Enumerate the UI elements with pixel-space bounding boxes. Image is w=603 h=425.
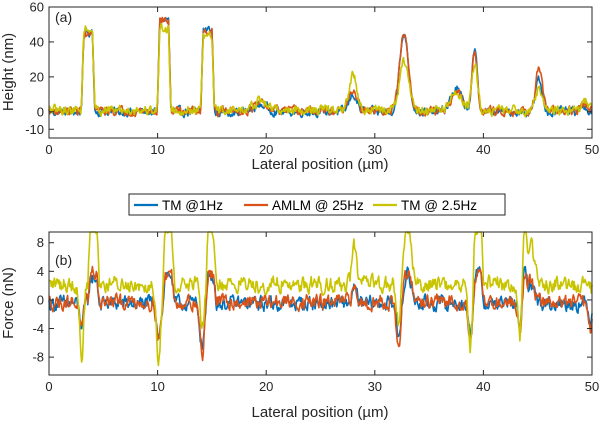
y-tick-label: -8: [32, 350, 44, 365]
legend: TM @1Hz AMLM @ 25Hz TM @ 2.5Hz: [128, 193, 506, 216]
height-axes-box: [48, 6, 593, 139]
x-tick-label: 40: [476, 379, 490, 394]
force-y-axis-label: Force (nN): [0, 267, 17, 339]
legend-label-tm-1hz: TM @1Hz: [162, 198, 223, 213]
force-panel-label: (b): [55, 252, 72, 268]
force-x-axis-label: Lateral position (µm): [251, 404, 388, 421]
force-chart: 0 10 20 30 40 50 -8 -4 0 4 8 (b) Lateral position …: [0, 231, 599, 421]
y-tick-label: 40: [30, 34, 44, 49]
y-tick-label: 20: [30, 69, 44, 84]
x-tick-label: 20: [259, 142, 273, 157]
x-tick-label: 0: [45, 379, 52, 394]
y-tick-label: -4: [32, 321, 44, 336]
x-tick-label: 30: [368, 379, 382, 394]
height-series-line-amlm-25hz: [48, 16, 593, 118]
legend-label-amlm-25hz: AMLM @ 25Hz: [272, 198, 364, 213]
height-series-layer: [48, 16, 593, 119]
x-tick-label: 40: [476, 142, 490, 157]
legend-box: [128, 193, 506, 216]
height-series-line-tm-2-5hz: [48, 22, 593, 118]
x-tick-label: 10: [150, 379, 164, 394]
height-panel-label: (a): [55, 9, 72, 25]
force-series-line-tm-1hz: [48, 265, 593, 350]
force-axes-box: [48, 231, 593, 376]
y-tick-label: -10: [25, 122, 44, 137]
x-tick-label: 30: [368, 142, 382, 157]
y-tick-label: 4: [37, 264, 44, 279]
y-tick-label: 0: [37, 292, 44, 307]
legend-label-tm-2-5hz: TM @ 2.5Hz: [401, 198, 477, 213]
height-y-axis-label: Height (nm): [0, 33, 17, 111]
y-tick-label: 0: [37, 104, 44, 119]
height-series-line-tm-1hz: [48, 16, 593, 119]
force-series-layer: [48, 231, 593, 367]
force-series-line-tm-2-5hz: [48, 231, 593, 367]
x-tick-label: 50: [585, 379, 599, 394]
x-tick-label: 0: [45, 142, 52, 157]
y-tick-label: 60: [30, 0, 44, 15]
force-ticks: 0 10 20 30 40 50 -8 -4 0 4 8: [32, 232, 599, 394]
x-tick-label: 20: [259, 379, 273, 394]
force-series-line-amlm-25hz: [48, 265, 593, 362]
height-x-axis-label: Lateral position (µm): [251, 156, 388, 173]
x-tick-label: 10: [150, 142, 164, 157]
x-tick-label: 50: [585, 142, 599, 157]
y-tick-label: 8: [37, 235, 44, 250]
